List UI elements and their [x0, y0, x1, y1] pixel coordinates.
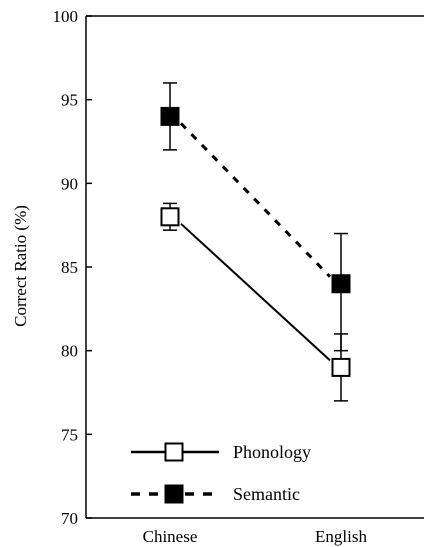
y-axis-title: Correct Ratio (%)	[11, 205, 30, 327]
series-line-semantic	[179, 122, 332, 278]
legend-label-phonology: Phonology	[233, 442, 311, 462]
legend-label-semantic: Semantic	[233, 484, 300, 504]
legend-marker-phonology	[164, 442, 184, 462]
marker-semantic	[160, 106, 180, 126]
y-tick-label: 70	[61, 509, 78, 528]
x-tick-label: Chinese	[143, 527, 198, 546]
y-tick-label: 90	[61, 174, 78, 193]
y-tick-label: 100	[53, 7, 79, 26]
error-bars	[163, 82, 348, 402]
marker-semantic	[331, 274, 351, 294]
x-tick-label: English	[315, 527, 367, 546]
y-tick-label: 95	[61, 91, 78, 110]
y-tick-label: 75	[61, 425, 78, 444]
marker-phonology	[160, 207, 180, 227]
y-tick-label: 80	[61, 342, 78, 361]
legend-marker-semantic	[164, 484, 184, 504]
series-line-phonology	[180, 223, 331, 362]
x-axis-tick-labels: Chinese English	[143, 527, 368, 546]
legend: Phonology Semantic	[131, 442, 311, 504]
marker-phonology	[331, 357, 351, 377]
y-axis-ticks: 70 75 80 85 90 95 100	[53, 7, 92, 528]
data-markers	[160, 106, 351, 377]
series-lines	[179, 122, 332, 362]
y-tick-label: 85	[61, 258, 78, 277]
